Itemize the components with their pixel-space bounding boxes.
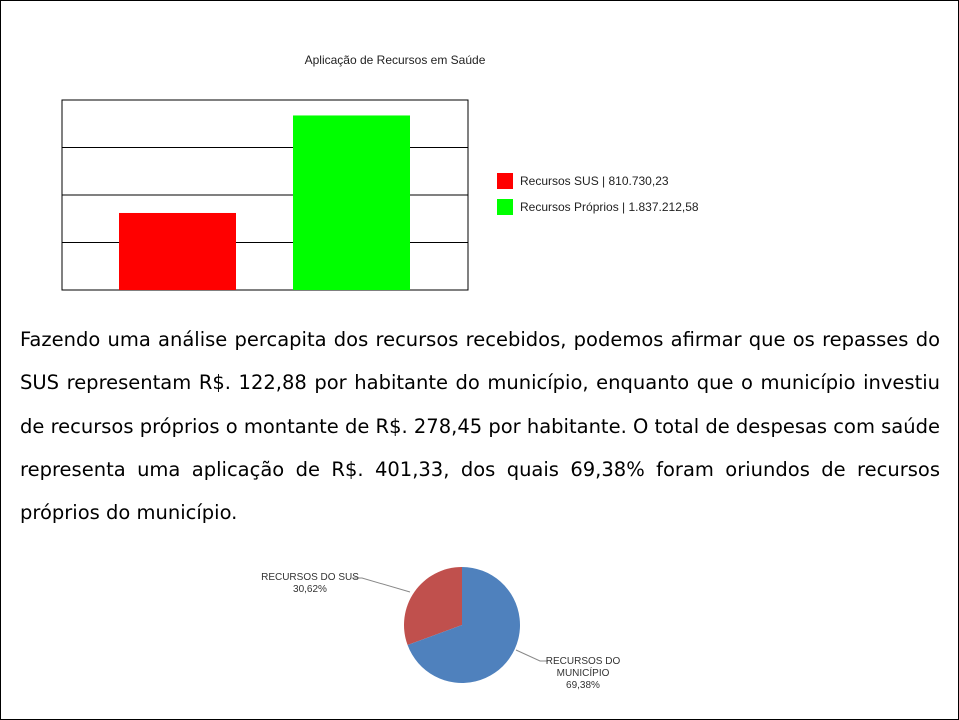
paragraph: Fazendo uma análise percapita dos recurs…	[20, 328, 940, 525]
pie-value-label: 69,38%	[566, 680, 600, 691]
bar-chart: Aplicação de Recursos em Saúde Recursos …	[61, 53, 699, 291]
pie-category: RECURSOS DO MUNICÍPIO	[545, 656, 621, 679]
legend-swatch	[497, 199, 513, 215]
plot-border	[61, 99, 469, 291]
pie-label: RECURSOS DO MUNICÍPIO 69,38%	[543, 656, 623, 692]
legend-swatch	[497, 173, 513, 189]
pie-label: RECURSOS DO SUS 30,62%	[250, 572, 370, 596]
leader-line	[352, 577, 411, 593]
pie-value-label: 30,62%	[293, 584, 327, 595]
pie-slice	[407, 567, 520, 683]
bar	[119, 212, 236, 290]
pie-slice	[404, 567, 462, 646]
legend-label: Recursos SUS | 810.730,23	[520, 174, 669, 188]
bar	[293, 115, 410, 290]
leader-line	[515, 649, 548, 662]
pie-category: RECURSOS DO SUS	[261, 572, 359, 583]
chart-title: Aplicação de Recursos em Saúde	[305, 53, 486, 67]
legend-label: Recursos Próprios | 1.837.212,58	[520, 200, 699, 214]
